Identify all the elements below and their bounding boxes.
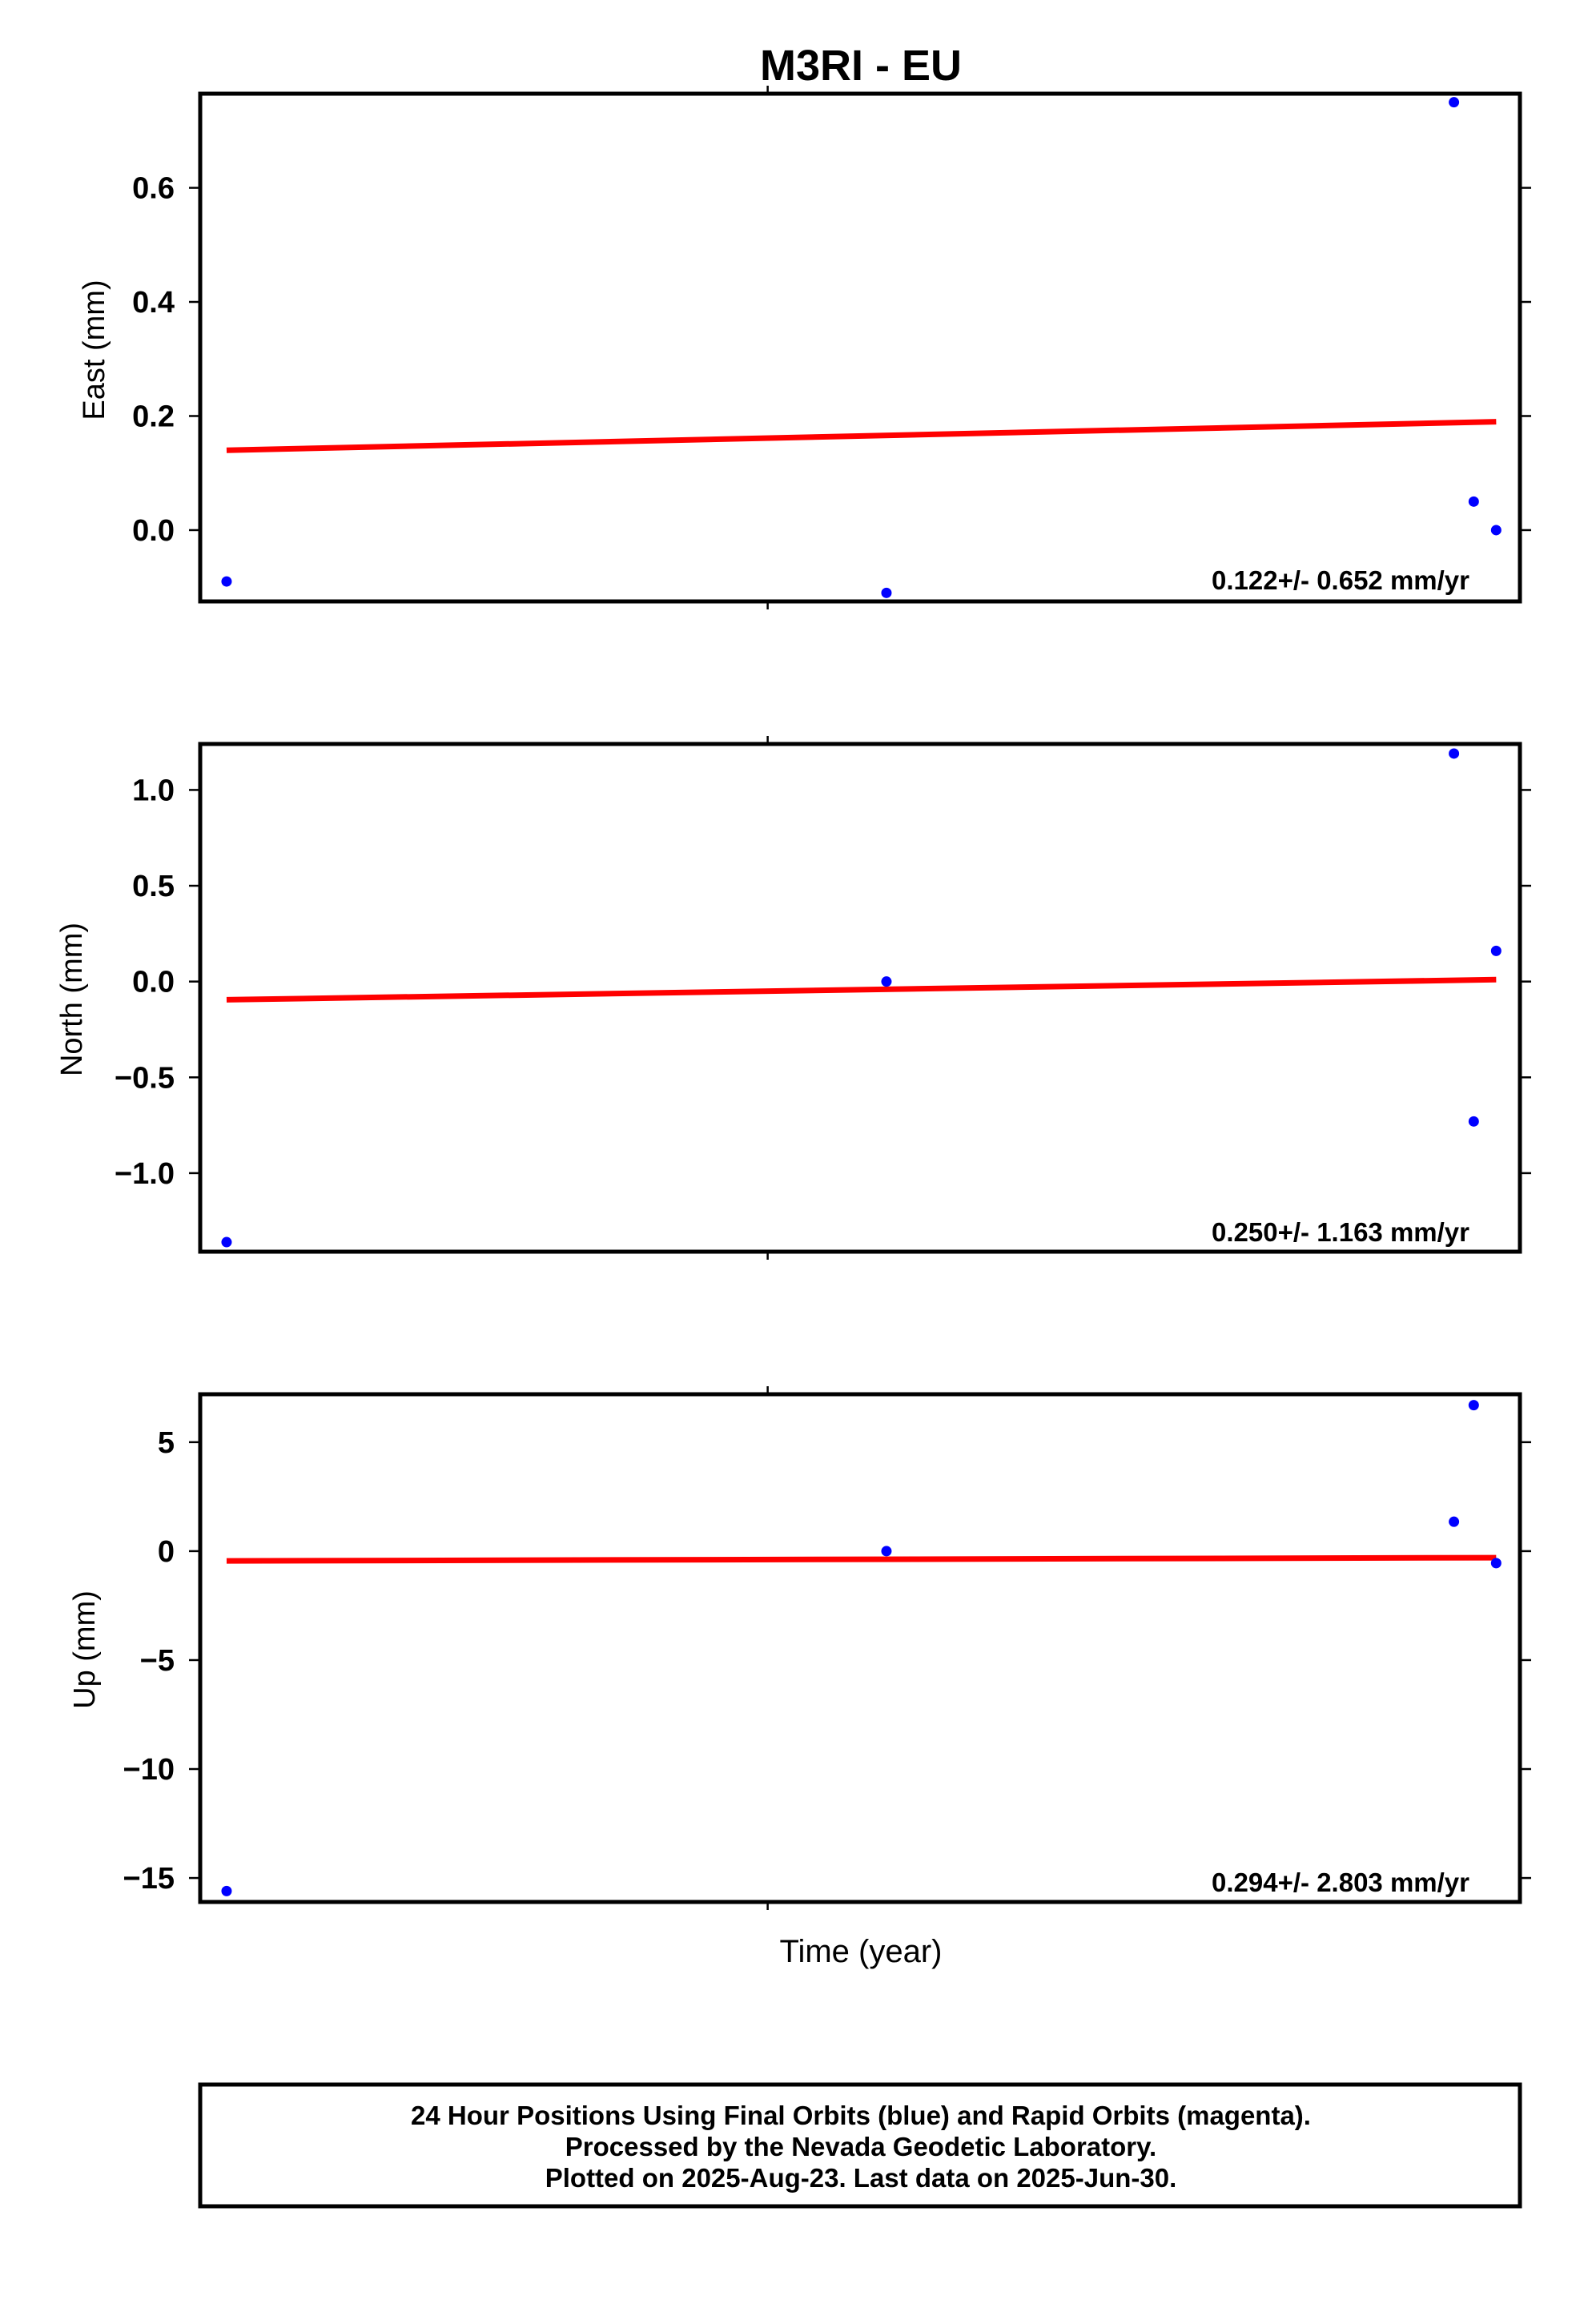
data-point-north-3 [1468,1116,1479,1127]
ytick-label-east-3: 0.6 [132,172,175,206]
footer-line-3: Plotted on 2025-Aug-23. Last data on 202… [545,2163,1177,2193]
footer: 24 Hour Positions Using Final Orbits (bl… [198,2082,1522,2209]
ytick-label-east-2: 0.4 [132,286,175,320]
ytick-label-up-0: −15 [123,1862,175,1896]
ytick-label-up-4: 5 [158,1426,175,1460]
data-point-up-4 [1490,1558,1502,1569]
data-point-east-3 [1468,496,1479,507]
data-point-east-4 [1490,525,1502,536]
ytick-label-north-0: −1.0 [115,1157,175,1191]
data-point-up-2 [1449,1516,1460,1527]
ytick-label-north-4: 1.0 [132,774,175,807]
panel-east: East (mm) 0.122+/- 0.652 mm/yr 0.0 0.2 0.4… [78,86,1531,609]
axis-frame-north [198,742,1522,1254]
data-point-east-2 [1449,97,1460,108]
ytick-label-east-0: 0.0 [132,514,175,548]
ytick-label-up-1: −10 [123,1753,175,1787]
ytick-label-up-2: −5 [140,1644,175,1678]
panel-up: Up (mm) 0.294+/- 2.803 mm/yr −15 −10 −5 0 5 [68,1386,1531,1910]
data-point-north-2 [1449,748,1460,759]
axis-frame-up [198,1392,1522,1904]
axis-frame-east [198,91,1522,604]
data-point-east-1 [881,587,892,598]
panel-north: North (mm) 0.250+/- 1.163 mm/yr −1.0 −0.5… [55,736,1531,1260]
rate-label-up: 0.294+/- 2.803 mm/yr [1212,1868,1469,1897]
rate-label-north: 0.250+/- 1.163 mm/yr [1212,1217,1469,1247]
ytick-label-north-3: 0.5 [132,870,175,903]
rate-label-east: 0.122+/- 0.652 mm/yr [1212,565,1469,595]
data-point-east-0 [221,576,232,587]
footer-line-1: 24 Hour Positions Using Final Orbits (bl… [411,2101,1311,2130]
ylabel-up: Up (mm) [68,1590,102,1709]
ylabel-north: North (mm) [55,923,89,1076]
ytick-label-east-1: 0.2 [132,400,175,433]
ylabel-east: East (mm) [78,279,111,420]
footer-box [198,2082,1522,2209]
footer-line-2: Processed by the Nevada Geodetic Laborat… [565,2132,1156,2161]
data-point-up-3 [1468,1400,1479,1411]
data-point-north-4 [1490,945,1502,956]
ytick-label-north-1: −0.5 [115,1061,175,1095]
x-axis-label: Time (year) [780,1934,943,1969]
data-point-north-0 [221,1236,232,1248]
fit-line-north [226,976,1497,1003]
fit-line-east [226,419,1497,453]
fit-line-up [226,1554,1497,1564]
ytick-label-north-2: 0.0 [132,966,175,999]
data-point-up-1 [881,1546,892,1557]
data-point-north-1 [881,976,892,987]
chart-title: M3RI - EU [760,42,962,90]
data-point-up-0 [221,1885,232,1896]
ytick-label-up-3: 0 [158,1535,175,1569]
